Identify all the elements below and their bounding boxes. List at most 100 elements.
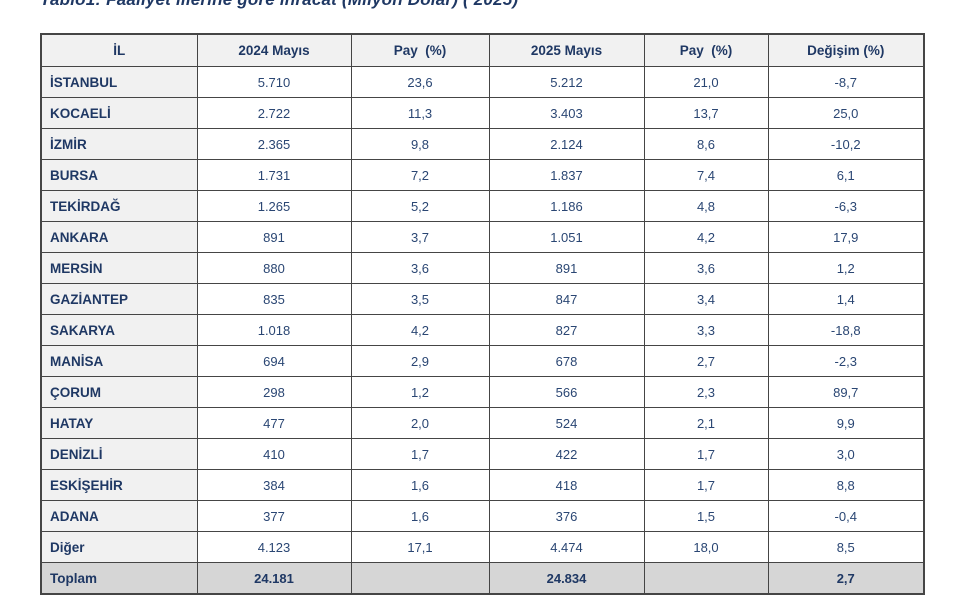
value-cell: 1,5 xyxy=(643,500,769,532)
total-value-cell xyxy=(643,562,769,595)
value-cell: 17,1 xyxy=(350,531,490,563)
value-cell: 1,7 xyxy=(643,438,769,470)
col-header-pay-2024: Pay (%) xyxy=(350,33,490,67)
value-cell: 3,3 xyxy=(643,314,769,346)
province-cell: KOCAELİ xyxy=(40,97,198,129)
value-cell: 1,2 xyxy=(350,376,490,408)
value-cell: 678 xyxy=(488,345,645,377)
table-row: HATAY 477 2,0 524 2,1 9,9 xyxy=(40,407,925,439)
value-cell: 891 xyxy=(488,252,645,284)
value-cell: 1,7 xyxy=(643,469,769,501)
value-cell: 880 xyxy=(196,252,352,284)
table-row: İSTANBUL 5.710 23,6 5.212 21,0 -8,7 xyxy=(40,66,925,98)
total-value-cell: 24.181 xyxy=(196,562,352,595)
value-cell: 9,8 xyxy=(350,128,490,160)
value-cell: 11,3 xyxy=(350,97,490,129)
value-cell: 3,7 xyxy=(350,221,490,253)
value-cell: 3,6 xyxy=(350,252,490,284)
value-cell: 1.018 xyxy=(196,314,352,346)
value-cell: 835 xyxy=(196,283,352,315)
value-cell: 8,6 xyxy=(643,128,769,160)
value-cell: 9,9 xyxy=(767,407,925,439)
value-cell: 18,0 xyxy=(643,531,769,563)
total-label-cell: Toplam xyxy=(40,562,198,595)
province-cell: MERSİN xyxy=(40,252,198,284)
value-cell: 1.731 xyxy=(196,159,352,191)
col-header-pay-2025: Pay (%) xyxy=(643,33,769,67)
province-cell: İSTANBUL xyxy=(40,66,198,98)
value-cell: 2,0 xyxy=(350,407,490,439)
col-header-il: İL xyxy=(40,33,198,67)
province-cell: TEKİRDAĞ xyxy=(40,190,198,222)
value-cell: 377 xyxy=(196,500,352,532)
value-cell: 694 xyxy=(196,345,352,377)
value-cell: 1,6 xyxy=(350,469,490,501)
value-cell: 2.365 xyxy=(196,128,352,160)
value-cell: 891 xyxy=(196,221,352,253)
value-cell: 4.474 xyxy=(488,531,645,563)
value-cell: 13,7 xyxy=(643,97,769,129)
value-cell: 566 xyxy=(488,376,645,408)
value-cell: 1.051 xyxy=(488,221,645,253)
value-cell: 8,5 xyxy=(767,531,925,563)
table-row: TEKİRDAĞ 1.265 5,2 1.186 4,8 -6,3 xyxy=(40,190,925,222)
province-cell: İZMİR xyxy=(40,128,198,160)
province-cell: ESKİŞEHİR xyxy=(40,469,198,501)
value-cell: 5,2 xyxy=(350,190,490,222)
table-row: MANİSA 694 2,9 678 2,7 -2,3 xyxy=(40,345,925,377)
value-cell: 376 xyxy=(488,500,645,532)
value-cell: 3.403 xyxy=(488,97,645,129)
value-cell: 1.186 xyxy=(488,190,645,222)
province-cell: BURSA xyxy=(40,159,198,191)
province-cell: GAZİANTEP xyxy=(40,283,198,315)
province-cell: MANİSA xyxy=(40,345,198,377)
export-table: İL 2024 Mayıs Pay (%) 2025 Mayıs Pay (%)… xyxy=(40,33,925,595)
value-cell: 298 xyxy=(196,376,352,408)
value-cell: 25,0 xyxy=(767,97,925,129)
value-cell: 1,4 xyxy=(767,283,925,315)
value-cell: 5.212 xyxy=(488,66,645,98)
value-cell: 5.710 xyxy=(196,66,352,98)
table-row: KOCAELİ 2.722 11,3 3.403 13,7 25,0 xyxy=(40,97,925,129)
value-cell: 17,9 xyxy=(767,221,925,253)
value-cell: 827 xyxy=(488,314,645,346)
value-cell: 2.722 xyxy=(196,97,352,129)
table-row: İZMİR 2.365 9,8 2.124 8,6 -10,2 xyxy=(40,128,925,160)
value-cell: 4,2 xyxy=(350,314,490,346)
province-cell: HATAY xyxy=(40,407,198,439)
table-row: BURSA 1.731 7,2 1.837 7,4 6,1 xyxy=(40,159,925,191)
value-cell: 2.124 xyxy=(488,128,645,160)
value-cell: 23,6 xyxy=(350,66,490,98)
value-cell: 89,7 xyxy=(767,376,925,408)
table-row: SAKARYA 1.018 4,2 827 3,3 -18,8 xyxy=(40,314,925,346)
table-row: GAZİANTEP 835 3,5 847 3,4 1,4 xyxy=(40,283,925,315)
province-cell: ANKARA xyxy=(40,221,198,253)
value-cell: -2,3 xyxy=(767,345,925,377)
col-header-degisim: Değişim (%) xyxy=(767,33,925,67)
value-cell: 418 xyxy=(488,469,645,501)
total-value-cell xyxy=(350,562,490,595)
province-cell: ADANA xyxy=(40,500,198,532)
value-cell: 21,0 xyxy=(643,66,769,98)
value-cell: 422 xyxy=(488,438,645,470)
value-cell: 524 xyxy=(488,407,645,439)
value-cell: 3,0 xyxy=(767,438,925,470)
value-cell: 1,6 xyxy=(350,500,490,532)
value-cell: 1,7 xyxy=(350,438,490,470)
table-row: DENİZLİ 410 1,7 422 1,7 3,0 xyxy=(40,438,925,470)
table-row: ANKARA 891 3,7 1.051 4,2 17,9 xyxy=(40,221,925,253)
table-row: ÇORUM 298 1,2 566 2,3 89,7 xyxy=(40,376,925,408)
table-row: Diğer 4.123 17,1 4.474 18,0 8,5 xyxy=(40,531,925,563)
value-cell: 7,2 xyxy=(350,159,490,191)
value-cell: 2,3 xyxy=(643,376,769,408)
value-cell: 410 xyxy=(196,438,352,470)
province-cell: ÇORUM xyxy=(40,376,198,408)
value-cell: 2,9 xyxy=(350,345,490,377)
total-value-cell: 24.834 xyxy=(488,562,645,595)
value-cell: 847 xyxy=(488,283,645,315)
table-row: MERSİN 880 3,6 891 3,6 1,2 xyxy=(40,252,925,284)
value-cell: 3,4 xyxy=(643,283,769,315)
value-cell: -8,7 xyxy=(767,66,925,98)
value-cell: 7,4 xyxy=(643,159,769,191)
